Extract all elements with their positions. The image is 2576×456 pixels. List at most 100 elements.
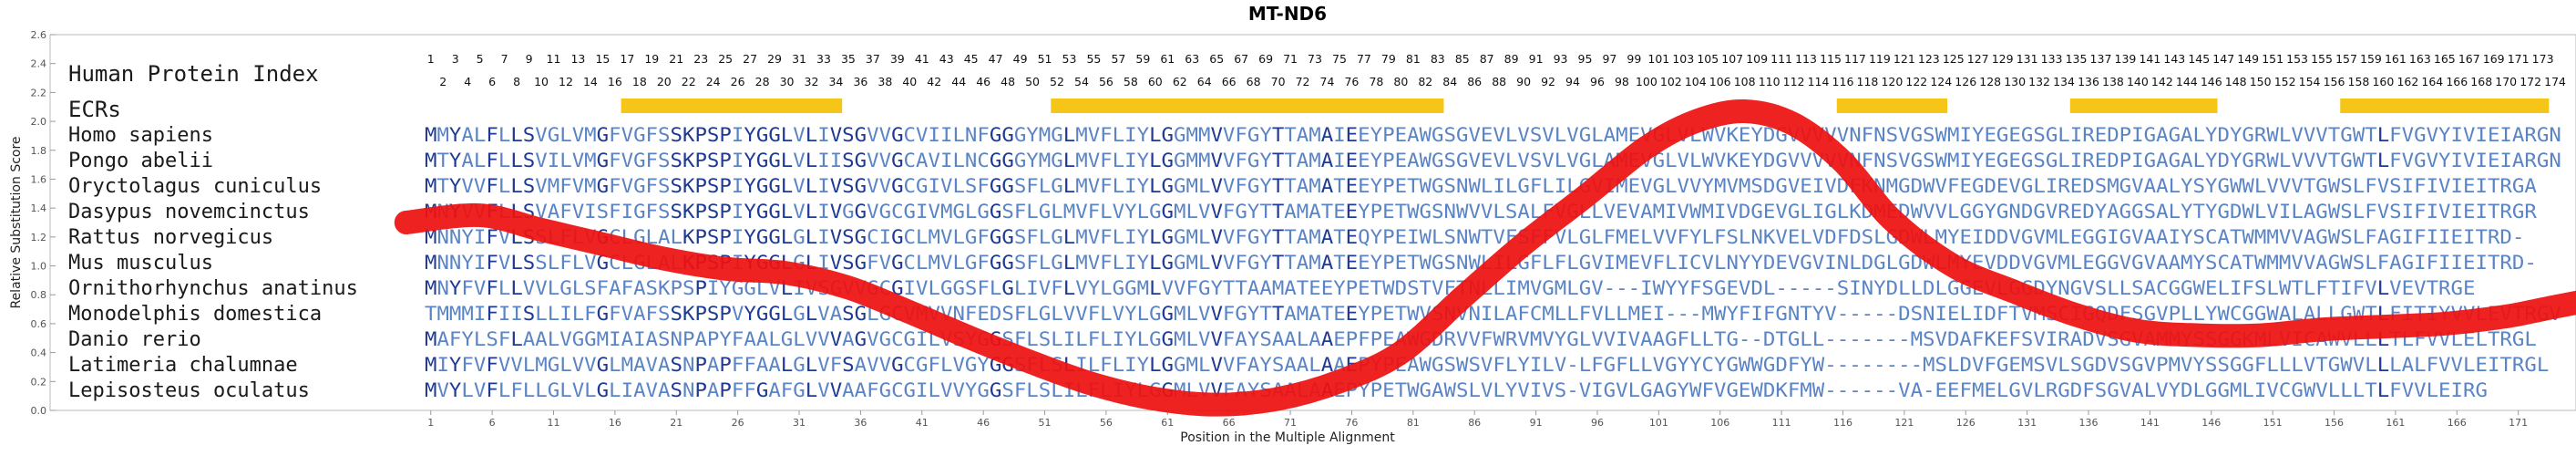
residue: C	[867, 225, 878, 248]
residue: R	[2524, 200, 2537, 223]
residue: K	[682, 174, 695, 197]
protein-index-number: 19	[644, 52, 659, 66]
residue: M	[2021, 353, 2033, 376]
protein-index-number: 160	[2372, 75, 2394, 88]
residue: F	[1100, 174, 1112, 197]
residue: Y	[744, 225, 756, 248]
residue: T	[2230, 225, 2242, 248]
residue: V	[1640, 174, 1653, 197]
residue: W	[1407, 378, 1420, 401]
residue: G	[2242, 302, 2253, 325]
residue: G	[879, 378, 891, 401]
ecr-bar	[2069, 98, 2218, 113]
residue: W	[1468, 174, 1481, 197]
residue: V	[461, 174, 474, 197]
residue: G	[1174, 123, 1185, 146]
protein-index-number: 117	[1844, 52, 1866, 66]
protein-index-number: 165	[2434, 52, 2456, 66]
residue: I	[2427, 200, 2438, 223]
residue: P	[694, 353, 706, 376]
protein-index-number: 65	[1209, 52, 1224, 66]
residue: L	[1640, 225, 1652, 248]
residue: A	[2377, 225, 2390, 248]
residue: S	[707, 302, 719, 325]
residue: V	[1517, 149, 1530, 171]
residue: E	[2463, 276, 2475, 299]
residue: A	[633, 378, 646, 401]
residue: -	[1837, 378, 1849, 401]
residue: V	[1678, 149, 1690, 171]
residue: L	[2377, 276, 2389, 299]
x-tick-label: 26	[732, 417, 744, 429]
residue: T	[1333, 174, 1346, 197]
residue: V	[1824, 174, 1837, 197]
alignment-sequence: MIYFVFVVLMGLVVGLMAVASNPAPFFAALGLVFSAVVGC…	[425, 353, 2549, 376]
residue: G	[1039, 302, 1051, 325]
residue: G	[1665, 353, 1677, 376]
residue: G	[1247, 251, 1259, 274]
residue: D	[2008, 251, 2020, 274]
residue: Y	[1750, 123, 1763, 146]
residue: S	[597, 200, 609, 223]
residue: G	[1579, 149, 1591, 171]
residue: Y	[1984, 200, 1996, 223]
residue: S	[1039, 378, 1051, 401]
residue: D	[1824, 225, 1836, 248]
residue: S	[842, 149, 854, 171]
residue: L	[1026, 302, 1038, 325]
residue: F	[2389, 149, 2401, 171]
residue: G	[2524, 353, 2536, 376]
x-tick-label: 166	[2448, 417, 2467, 429]
residue: W	[1420, 174, 1432, 197]
alignment-sequence: MTYALFLLSVILVMGFVGFSSKPSPIYGGLVLIISGVVGC…	[425, 149, 2561, 171]
protein-index-number: 113	[1795, 52, 1817, 66]
residue: L	[2365, 353, 2376, 376]
residue: T	[2242, 251, 2254, 274]
residue: -	[2512, 225, 2524, 248]
x-tick-label: 151	[2263, 417, 2283, 429]
protein-index-number: 55	[1086, 52, 1101, 66]
residue: F	[1604, 225, 1616, 248]
residue: V	[867, 149, 879, 171]
residue: I	[621, 200, 633, 223]
residue: T	[1481, 225, 1493, 248]
residue: L	[2070, 251, 2082, 274]
residue: G	[1456, 149, 1468, 171]
residue: L	[523, 353, 535, 376]
residue: M	[1075, 149, 1087, 171]
residue: V	[879, 123, 892, 146]
residue: L	[806, 302, 817, 325]
residue: D	[2082, 200, 2094, 223]
residue: L	[609, 353, 621, 376]
residue: Y	[2181, 200, 2193, 223]
residue: A	[756, 353, 769, 376]
residue: G	[1247, 174, 1259, 197]
residue: S	[707, 149, 719, 171]
residue: L	[2414, 353, 2426, 376]
residue: Y	[977, 353, 990, 376]
residue: G	[793, 225, 805, 248]
residue: I	[2451, 200, 2463, 223]
protein-index-number: 79	[1381, 52, 1396, 66]
residue: Y	[1689, 353, 1702, 376]
residue: W	[1935, 149, 1948, 171]
residue: C	[904, 225, 916, 248]
residue: G	[2512, 200, 2524, 223]
residue: V	[646, 378, 659, 401]
residue: L	[952, 149, 964, 171]
residue: Q	[1358, 225, 1370, 248]
alignment-sequence: MMYALFLLSVGLVMGFVGFSSKPSPIYGGLVLIVSGVVGC…	[425, 123, 2561, 146]
residue: P	[1382, 149, 1394, 171]
residue: F	[2242, 276, 2253, 299]
residue: C	[1702, 353, 1714, 376]
protein-index-number: 13	[570, 52, 585, 66]
residue: -	[1837, 327, 1849, 350]
residue: F	[732, 353, 744, 376]
residue: G	[1726, 327, 1738, 350]
residue: Y	[1678, 276, 1690, 299]
residue: I	[584, 200, 596, 223]
residue: I	[2451, 149, 2463, 171]
residue: G	[1579, 123, 1591, 146]
residue: F	[486, 123, 498, 146]
